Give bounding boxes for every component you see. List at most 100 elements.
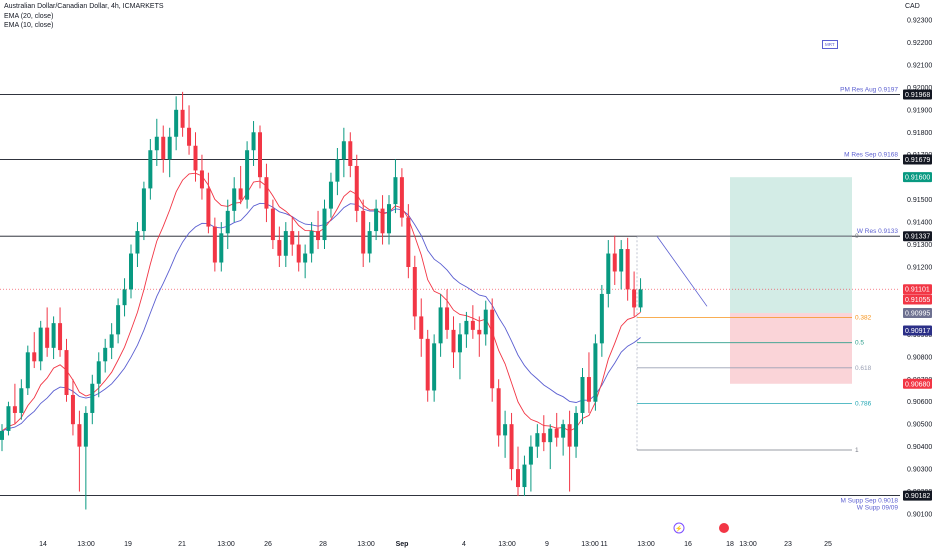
time-tick: 19 — [124, 541, 132, 548]
candle-body — [6, 406, 11, 431]
candle-body — [348, 141, 353, 166]
candle-body — [258, 132, 262, 178]
candle-body — [619, 249, 624, 272]
price-tag-text: 0.91055 — [905, 297, 930, 304]
candle-body — [219, 233, 224, 263]
fib-label: 1 — [855, 447, 859, 454]
symbol-title: Australian Dollar/Canadian Dollar, 4h, I… — [4, 3, 164, 10]
candle-body — [225, 210, 230, 234]
price-tag-text: 0.91600 — [905, 175, 930, 182]
level-tag-text: 0.91968 — [905, 92, 930, 99]
ema10-line — [1, 172, 641, 432]
target-zone — [730, 177, 852, 314]
price-tag-text: 0.90995 — [905, 311, 930, 318]
candle-body — [316, 231, 321, 241]
candle-body — [19, 388, 24, 413]
fib-label: 0.618 — [855, 365, 872, 372]
candle-body — [129, 253, 133, 290]
time-tick: 13:00 — [498, 541, 516, 548]
time-tick: 11 — [600, 541, 607, 548]
price-tick: 0.92100 — [907, 62, 932, 69]
ema-lines — [1, 172, 641, 432]
level-label: W Supp 09/09 — [857, 505, 899, 512]
price-tag — [903, 308, 932, 319]
level-label: M Supp Sep 0.9018 — [841, 498, 899, 505]
candle-body — [516, 469, 520, 488]
candle-body — [632, 289, 637, 308]
time-tick: 25 — [824, 541, 832, 548]
mrt-badge[interactable]: MRT — [822, 40, 838, 49]
candle-body — [309, 231, 314, 254]
candle-body — [148, 150, 153, 189]
price-tick: 0.91300 — [907, 242, 932, 249]
candle-body — [96, 361, 101, 384]
time-tick: 13:00 — [217, 541, 235, 548]
candle-body — [477, 329, 482, 335]
time-tick: 16 — [684, 541, 692, 548]
price-tag-text: 0.90917 — [905, 328, 930, 335]
ema10-legend[interactable]: EMA (10, close) — [4, 22, 54, 29]
candle-body — [432, 343, 437, 391]
ema20-legend[interactable]: EMA (20, close) — [4, 13, 54, 20]
candle-body — [303, 253, 308, 263]
time-tick: 18 — [726, 541, 734, 548]
candle-body — [354, 165, 359, 211]
candle-body — [25, 352, 30, 389]
price-tick: 0.91900 — [907, 107, 932, 114]
candle-body — [612, 253, 617, 272]
candle-body — [212, 226, 217, 263]
candle-body — [335, 159, 340, 182]
price-tick: 0.92000 — [907, 85, 932, 92]
candle-body — [393, 177, 398, 205]
price-tick: 0.90300 — [907, 467, 932, 474]
candle-body — [270, 208, 275, 241]
candle-body — [361, 210, 366, 254]
level-label: PM Res Aug 0.9197 — [840, 87, 898, 94]
trendline — [656, 236, 708, 307]
time-axis: 14 13:00 19 21 13:00 26 28 13:00 Sep 4 13:00 9 13:00… — [39, 541, 832, 548]
candle-body — [457, 334, 462, 353]
position-zones — [730, 177, 852, 384]
candle-body — [470, 320, 475, 330]
candle-body — [296, 244, 301, 263]
price-tick: 0.91800 — [907, 130, 932, 137]
time-tick: 13:00 — [77, 541, 95, 548]
candle-body — [580, 377, 585, 413]
candle-body — [290, 231, 295, 245]
candle-body — [541, 433, 546, 443]
level-tag — [903, 89, 932, 100]
price-tick: 0.91500 — [907, 197, 932, 204]
candle-body — [103, 347, 108, 362]
candle-body — [419, 316, 424, 339]
candle-body — [341, 141, 346, 160]
time-tick: 14 — [39, 541, 47, 548]
level-tag — [903, 490, 932, 501]
level-label: M Res Sep 0.9168 — [844, 151, 898, 158]
candle-body — [109, 334, 114, 348]
candle-body — [593, 343, 598, 402]
price-tick: 0.90100 — [907, 512, 932, 519]
candle-body — [464, 320, 469, 335]
candle-body — [83, 412, 88, 447]
price-tick: 0.91200 — [907, 265, 932, 272]
lightning-icon[interactable] — [673, 522, 685, 534]
candle-body — [187, 127, 192, 146]
candle-body — [374, 208, 379, 232]
currency-label: CAD — [905, 3, 920, 10]
candle-body — [625, 249, 630, 290]
flag-event-icon[interactable] — [719, 523, 729, 533]
price-tick: 0.90500 — [907, 422, 932, 429]
candle-body — [51, 323, 56, 348]
candle-body — [490, 309, 495, 389]
level-tag-text: 0.90182 — [905, 493, 930, 500]
candle-body — [0, 430, 4, 440]
candle-body — [606, 253, 611, 294]
time-tick: 23 — [784, 541, 792, 548]
candle-body — [154, 136, 159, 151]
candle-body — [90, 383, 95, 413]
fibonacci-retracement: 0 0.382 0.5 0.618 0.786 1 — [636, 233, 872, 454]
price-tick: 0.90600 — [907, 399, 932, 406]
candle-body — [599, 293, 604, 344]
time-tick: Sep — [396, 541, 409, 548]
